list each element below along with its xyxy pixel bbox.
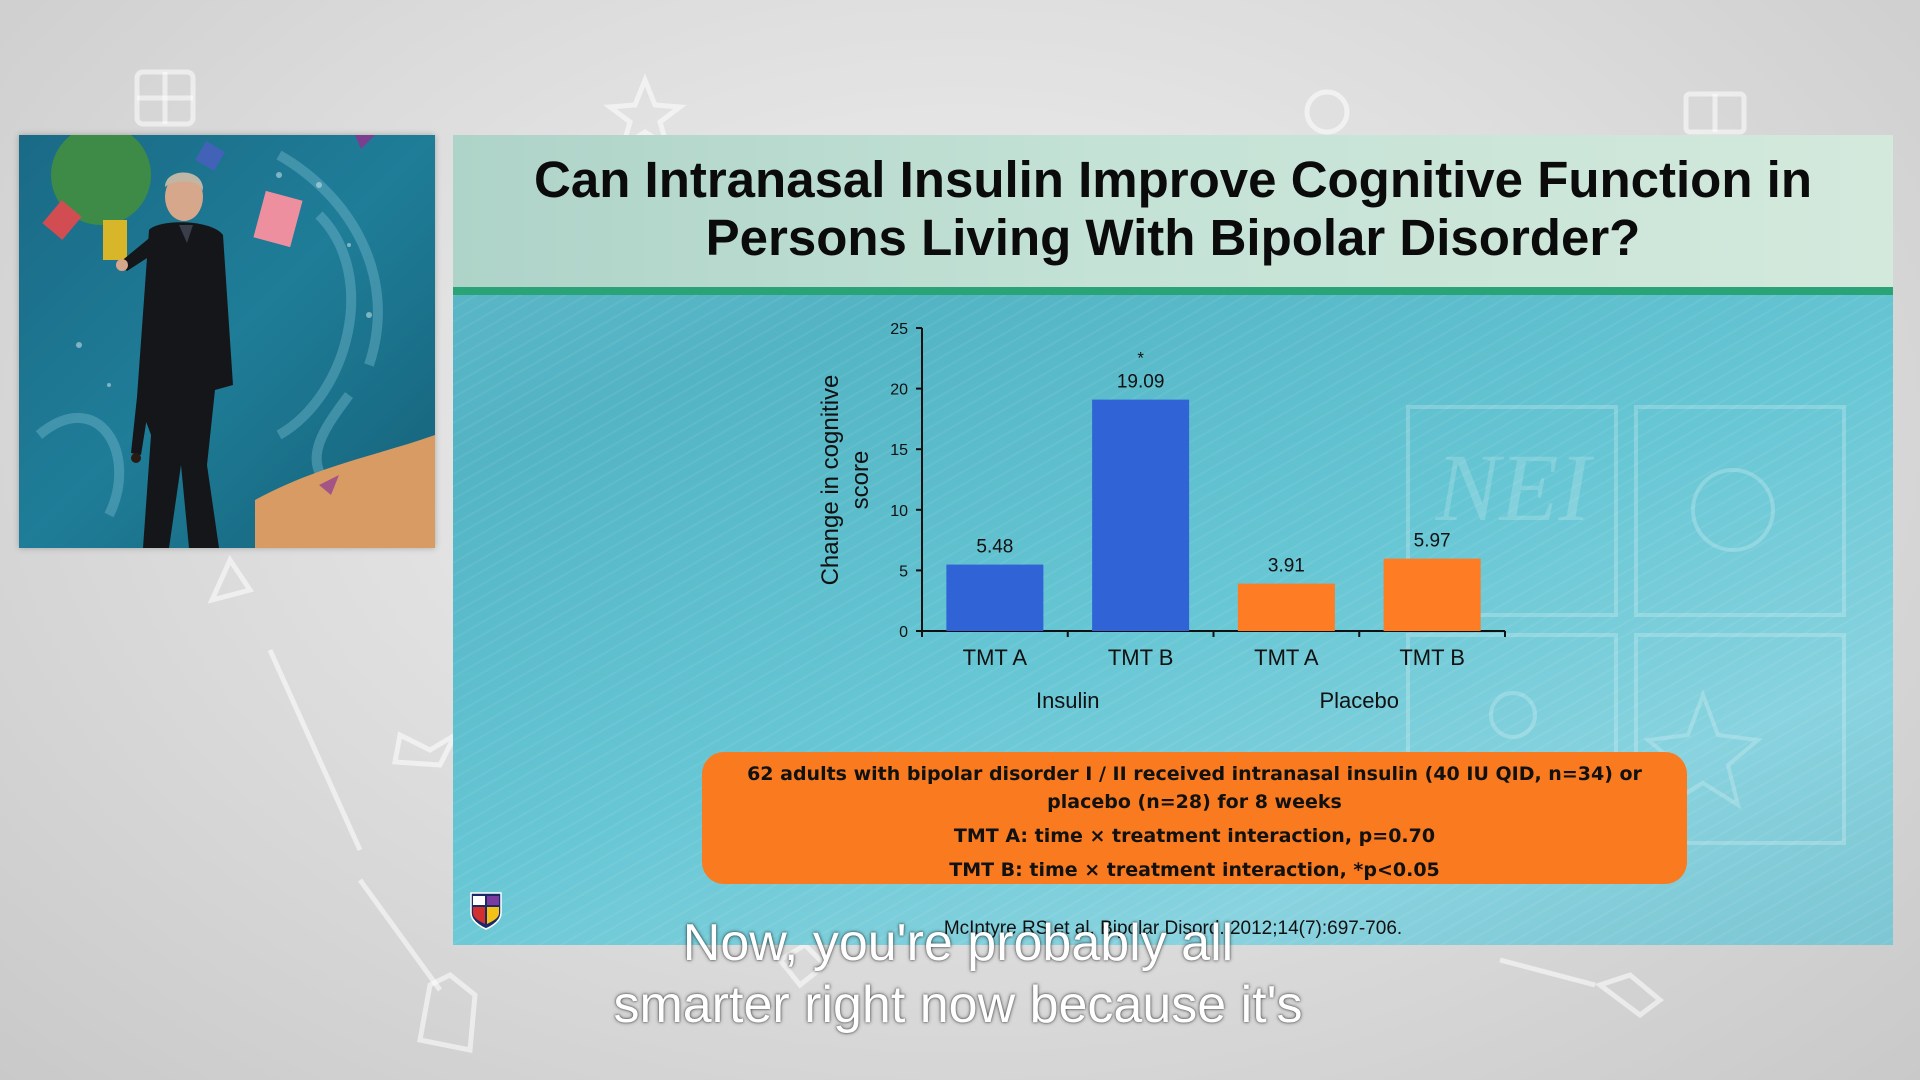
slide-header-divider [453,287,1893,295]
study-info-box: 62 adults with bipolar disorder I / II r… [702,752,1687,884]
slide-title: Can Intranasal Insulin Improve Cognitive… [473,151,1873,267]
x-tick-label: TMT B [1399,645,1465,670]
bar-chart-plot: 0 5 10 15 20 25 Change in cognitive score 5.48 TM… [817,321,1506,713]
y-tick-label: 25 [890,321,908,338]
bar-chart: 0 5 10 15 20 25 Change in cognitive score 5.48 TM… [817,321,1506,713]
slide-citation: McIntyre RS et al. Bipolar Disord. 2012;… [943,918,1403,939]
bar-value-label: 5.97 [1414,531,1451,552]
x-tick-label: TMT A [1254,645,1319,670]
svg-text:NEI: NEI [1435,434,1595,541]
slide-title-line-1: Can Intranasal Insulin Improve Cognitive… [534,151,1812,208]
study-info-tmt-b: TMT B: time × treatment interaction, *p<… [949,859,1440,881]
nei-shield-icon [470,892,502,930]
group-label: Insulin [1036,688,1100,713]
closed-captions: Now, you're probably all smarter right n… [453,912,1463,1036]
significance-marker: * [1137,349,1144,368]
bar [946,564,1044,631]
speaker-figure-icon [19,135,435,548]
x-tick-label: TMT B [1108,645,1174,670]
slide-header: Can Intranasal Insulin Improve Cognitive… [453,135,1893,289]
bar [1383,558,1481,631]
y-tick-label: 10 [890,503,908,520]
bar [1237,583,1335,631]
y-tick-label: 20 [890,382,908,399]
bar [1092,399,1190,631]
group-label: Placebo [1319,688,1399,713]
presentation-slide: NEI Can Intranasal Insulin Improve Cogni… [453,135,1893,945]
y-tick-label: 15 [890,442,908,459]
bar-value-label: 5.48 [976,537,1013,558]
speaker-video [19,135,435,548]
slide-title-line-2: Persons Living With Bipolar Disorder? [705,209,1641,266]
bar-value-label: 3.91 [1268,556,1305,577]
study-info-tmt-a: TMT A: time × treatment interaction, p=0… [953,825,1436,847]
caption-line-1: Now, you're probably all [682,914,1234,972]
bar-value-label: 19.09 [1117,372,1165,393]
y-tick-label: 5 [899,563,908,580]
x-tick-label: TMT A [963,645,1028,670]
study-info-summary: 62 adults with bipolar disorder I / II r… [747,763,1642,813]
y-tick-label: 0 [899,624,908,641]
y-axis-label: Change in cognitive score [817,375,874,586]
caption-line-2: smarter right now because it's [613,976,1303,1034]
